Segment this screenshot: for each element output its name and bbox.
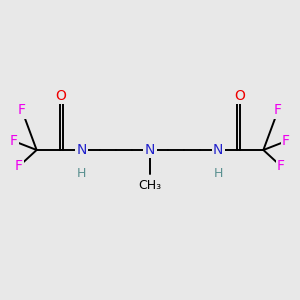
Text: O: O [55, 88, 66, 103]
Text: F: F [15, 159, 23, 173]
Text: F: F [18, 103, 26, 117]
Text: O: O [234, 88, 245, 103]
Text: H: H [214, 167, 223, 180]
Text: N: N [145, 143, 155, 157]
Text: F: F [274, 103, 282, 117]
Text: CH₃: CH₃ [138, 179, 162, 192]
Text: H: H [77, 167, 86, 180]
Text: F: F [10, 134, 18, 148]
Text: F: F [277, 159, 285, 173]
Text: F: F [282, 134, 290, 148]
Text: N: N [76, 143, 87, 157]
Text: N: N [213, 143, 224, 157]
